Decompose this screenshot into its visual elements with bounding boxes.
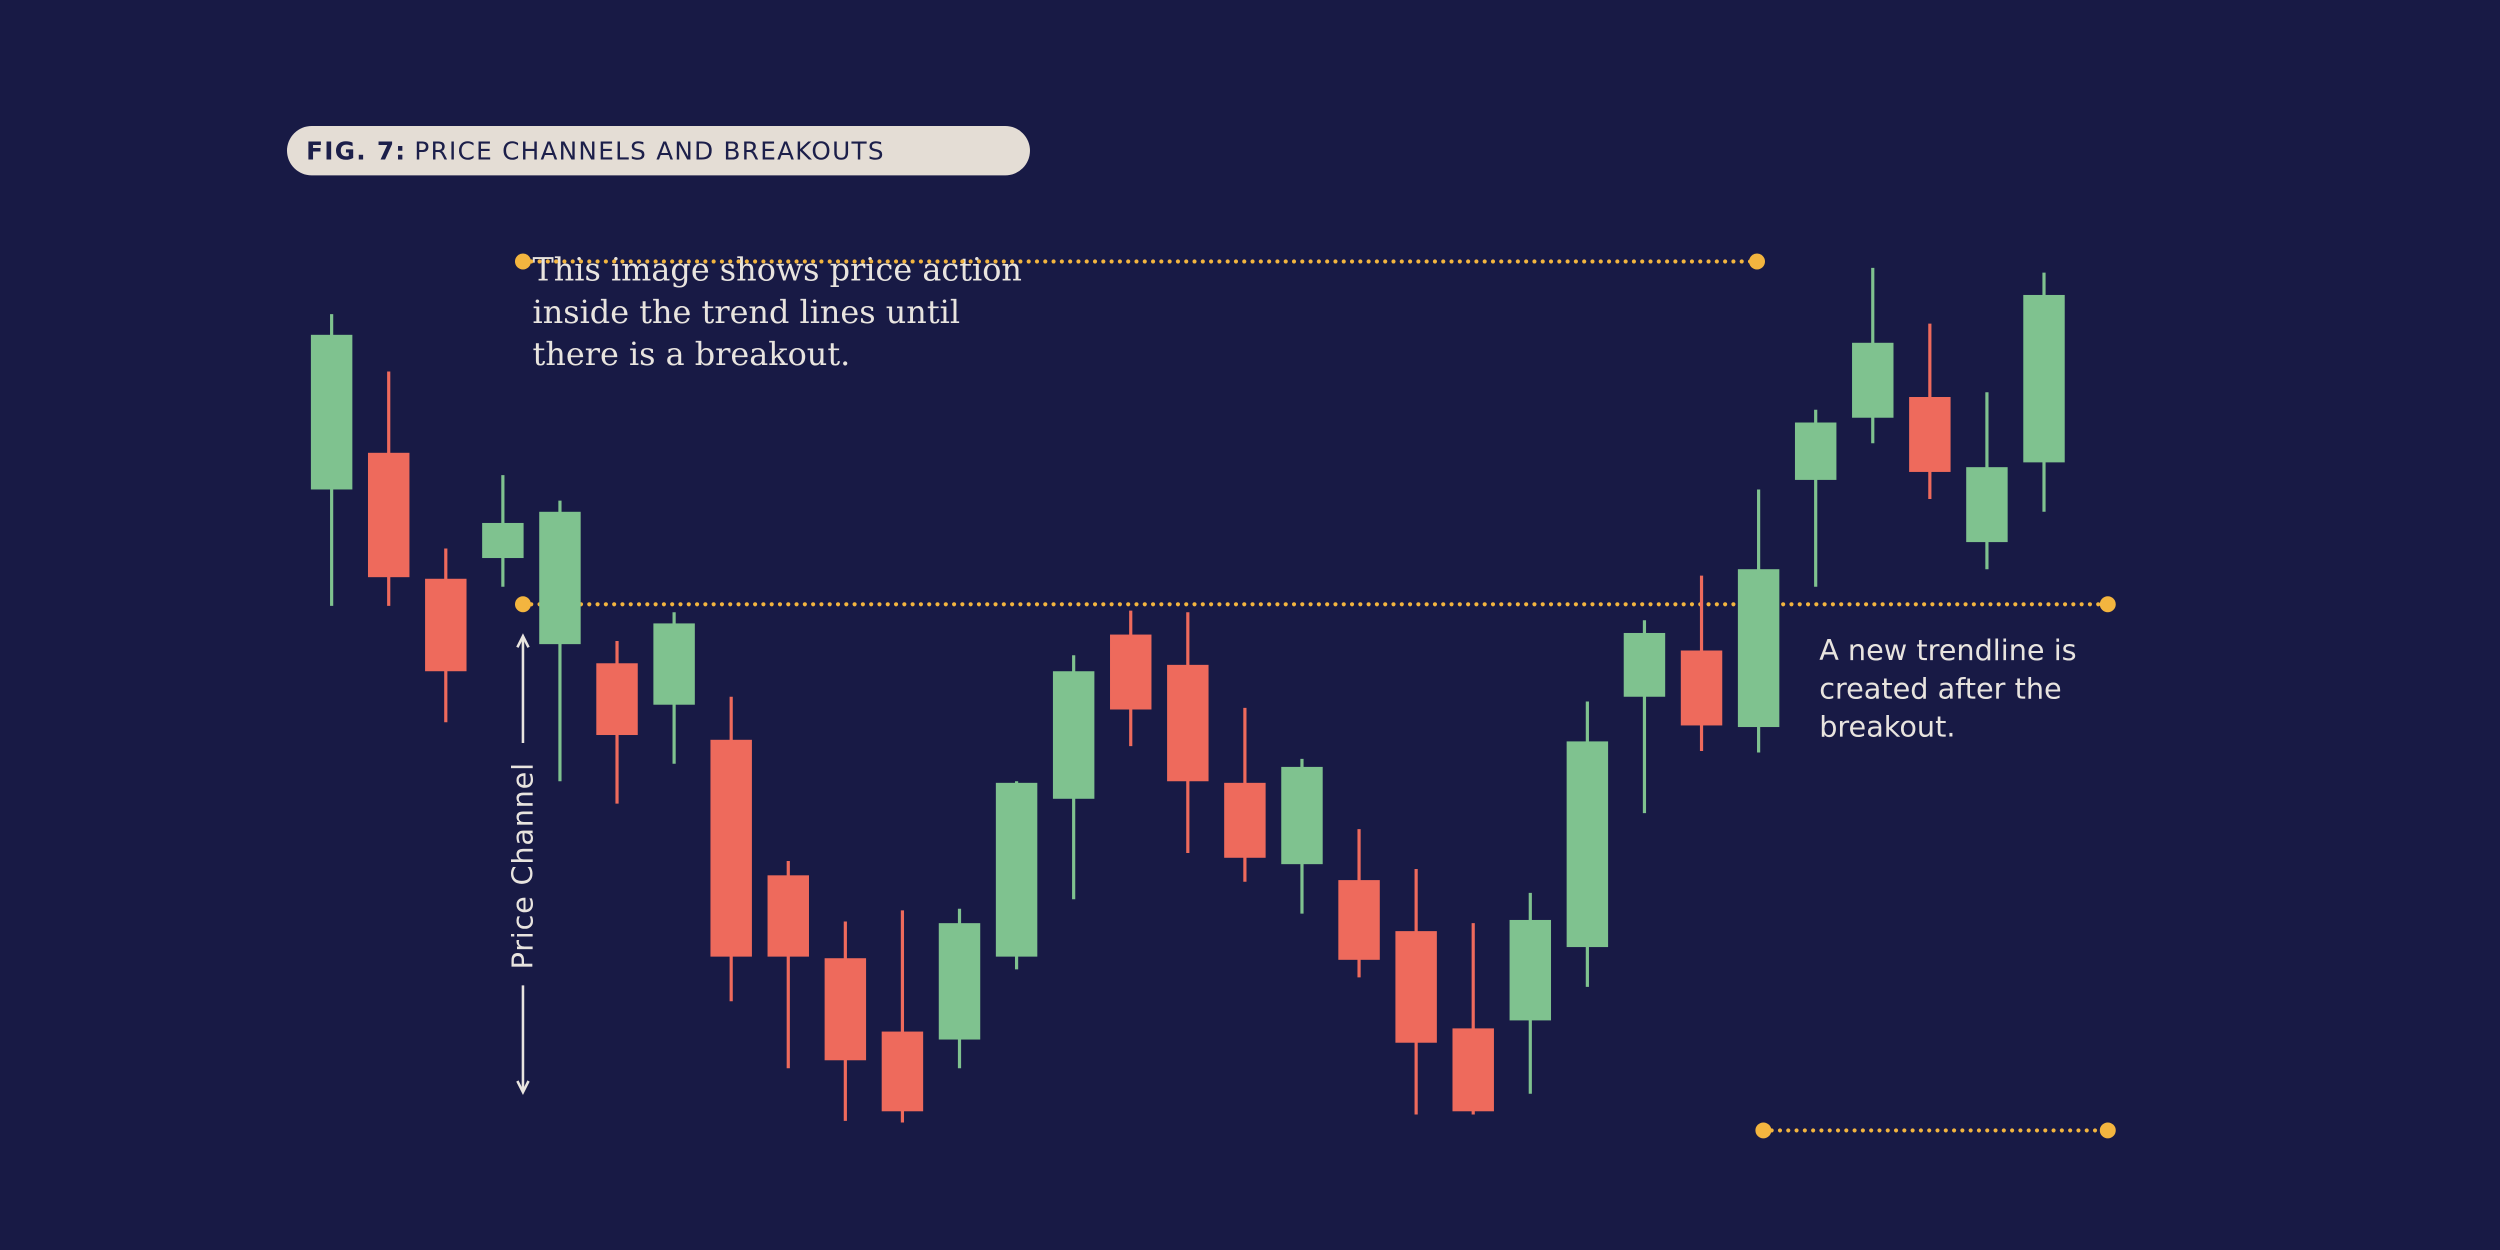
channel-arrow-head <box>516 633 530 648</box>
candle-body <box>1110 634 1152 710</box>
trend-line-end <box>2099 1122 2116 1139</box>
candle-body <box>310 334 353 490</box>
candle-body <box>1509 919 1552 1021</box>
candle-body <box>1224 782 1266 858</box>
candle-body <box>824 958 867 1061</box>
trend-line-end <box>514 596 531 613</box>
candle-body <box>938 923 981 1040</box>
trend-line-end <box>1749 253 1765 270</box>
title: FIG. 7: PRICE CHANNELS AND BREAKOUTS <box>306 136 885 165</box>
candle-body <box>1623 632 1666 697</box>
candle-body <box>1966 467 2008 543</box>
title-pill <box>286 125 1030 176</box>
annotation-line: breakout. <box>1819 710 1955 744</box>
candle-body <box>482 522 524 559</box>
channel-indicator <box>516 633 530 1096</box>
candle-body <box>1794 422 1837 480</box>
trend-line-end <box>1755 1122 1772 1139</box>
candle-body <box>1737 569 1780 728</box>
candle-body <box>1052 671 1095 799</box>
candle-body <box>881 1031 924 1112</box>
candle-body <box>1909 397 1951 472</box>
candle-body <box>1167 664 1209 782</box>
candle-body <box>1452 1028 1494 1112</box>
trend-line-end <box>514 253 531 270</box>
annotation-right: A new trendline is created after the break… <box>1819 633 2076 744</box>
candle-body <box>995 782 1038 957</box>
title-text: PRICE CHANNELS AND BREAKOUTS <box>414 136 884 165</box>
candle-body <box>1281 766 1323 865</box>
annotation-left: This image shows price action inside the … <box>533 251 1022 374</box>
candle-body <box>767 875 809 957</box>
candles <box>310 267 2065 1123</box>
candle-body <box>367 452 410 578</box>
annotation-line: inside the trend lines until <box>533 293 961 331</box>
annotation-line: created after the <box>1819 671 2061 705</box>
annotation-line: there is a breakout. <box>533 335 851 373</box>
candle-body <box>2023 294 2065 463</box>
channel-label: Price Channel <box>506 762 540 969</box>
figure-label: FIG. 7: <box>306 136 406 165</box>
candle-body <box>425 578 467 672</box>
candle-body <box>710 739 752 957</box>
candle-body <box>1566 741 1609 948</box>
candle-body <box>1680 650 1723 726</box>
candle-body <box>653 623 695 705</box>
channel-arrow-head <box>516 1080 530 1096</box>
levels <box>514 253 2116 1139</box>
candle-body <box>539 511 581 645</box>
candle-body <box>1395 931 1437 1043</box>
candle-body <box>1852 342 1894 418</box>
annotation-line: A new trendline is <box>1819 633 2076 667</box>
candle-body <box>1338 880 1380 960</box>
annotation-line: This image shows price action <box>533 251 1022 289</box>
candle-body <box>596 663 638 736</box>
trend-line-end <box>2099 596 2116 613</box>
